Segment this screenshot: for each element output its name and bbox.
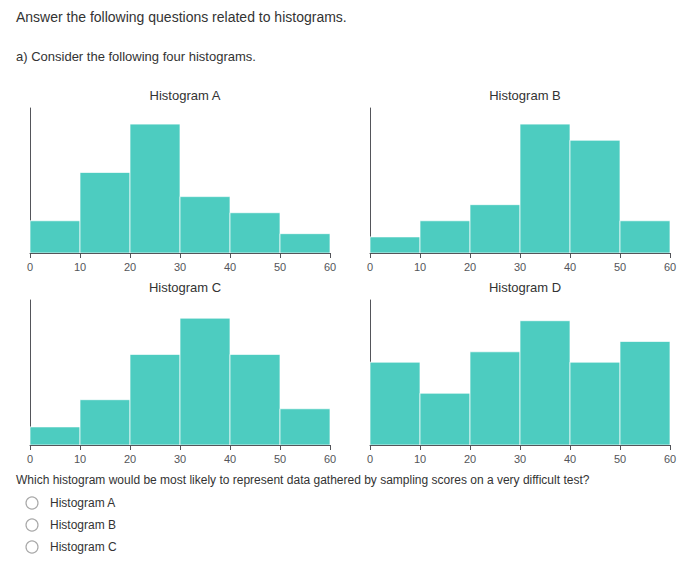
- svg-text:0: 0: [367, 261, 373, 273]
- svg-text:Histogram C: Histogram C: [149, 280, 221, 295]
- svg-text:40: 40: [224, 261, 236, 273]
- svg-text:0: 0: [367, 453, 373, 465]
- svg-text:10: 10: [414, 453, 426, 465]
- svg-text:a) Consider the following four: a) Consider the following four histogram…: [16, 49, 256, 64]
- svg-text:20: 20: [464, 453, 476, 465]
- svg-text:Histogram C: Histogram C: [50, 540, 117, 554]
- svg-text:60: 60: [324, 453, 336, 465]
- svg-text:10: 10: [74, 261, 86, 273]
- svg-text:0: 0: [27, 261, 33, 273]
- svg-text:60: 60: [324, 261, 336, 273]
- svg-text:Histogram B: Histogram B: [489, 88, 561, 103]
- svg-text:10: 10: [414, 261, 426, 273]
- svg-text:30: 30: [174, 261, 186, 273]
- svg-text:10: 10: [74, 453, 86, 465]
- svg-text:Histogram A: Histogram A: [50, 496, 115, 510]
- svg-text:30: 30: [514, 453, 526, 465]
- svg-text:20: 20: [124, 261, 136, 273]
- svg-text:0: 0: [27, 453, 33, 465]
- svg-text:Answer the following questions: Answer the following questions related t…: [16, 9, 347, 25]
- svg-text:Histogram D: Histogram D: [489, 280, 561, 295]
- svg-text:60: 60: [664, 453, 676, 465]
- svg-text:Histogram A: Histogram A: [150, 88, 221, 103]
- svg-text:40: 40: [564, 261, 576, 273]
- svg-text:40: 40: [224, 453, 236, 465]
- svg-text:20: 20: [464, 261, 476, 273]
- svg-text:50: 50: [274, 261, 286, 273]
- svg-text:60: 60: [664, 261, 676, 273]
- svg-text:Histogram B: Histogram B: [50, 518, 116, 532]
- svg-text:50: 50: [614, 261, 626, 273]
- svg-text:50: 50: [614, 453, 626, 465]
- svg-text:30: 30: [174, 453, 186, 465]
- svg-text:50: 50: [274, 453, 286, 465]
- svg-text:40: 40: [564, 453, 576, 465]
- svg-text:Which histogram would be most: Which histogram would be most likely to …: [16, 473, 590, 487]
- svg-text:20: 20: [124, 453, 136, 465]
- svg-text:30: 30: [514, 261, 526, 273]
